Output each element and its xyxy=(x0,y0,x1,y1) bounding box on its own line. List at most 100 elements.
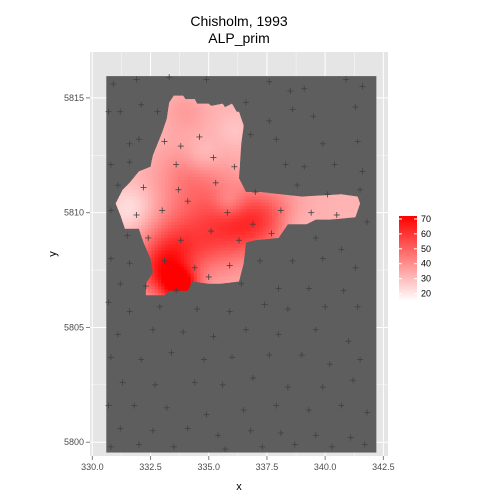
heat-cell xyxy=(148,198,153,203)
heat-cell xyxy=(180,250,185,255)
heat-cell xyxy=(216,118,221,123)
heat-cell xyxy=(177,285,182,290)
heat-cell xyxy=(161,266,166,271)
heat-cell xyxy=(187,186,192,190)
heat-cell xyxy=(161,182,166,187)
heat-cell xyxy=(167,256,172,261)
station-point xyxy=(359,83,366,90)
heat-cell xyxy=(184,266,188,271)
heat-cell xyxy=(206,221,211,226)
heat-cell xyxy=(174,263,179,267)
heat-cell xyxy=(193,234,198,239)
heat-cell xyxy=(187,166,192,171)
heat-cell xyxy=(265,195,270,200)
heat-cell xyxy=(154,250,159,255)
heat-cell xyxy=(171,160,175,165)
heat-cell xyxy=(272,192,276,197)
heat-cell xyxy=(200,256,205,261)
heat-cell xyxy=(164,269,169,274)
heat-cell xyxy=(223,105,228,110)
station-point xyxy=(266,78,273,85)
heat-cell xyxy=(167,134,172,139)
heat-cell xyxy=(210,234,214,239)
heat-cell xyxy=(216,253,221,258)
station-point xyxy=(319,140,326,147)
heat-cell xyxy=(210,131,214,136)
heat-cell xyxy=(226,237,231,242)
heat-cell xyxy=(317,211,322,216)
heat-cell xyxy=(200,237,205,242)
station-point xyxy=(149,326,156,333)
heat-cell xyxy=(200,121,205,126)
heat-cell xyxy=(164,137,169,142)
heat-cell xyxy=(213,125,218,129)
station-point xyxy=(226,262,233,269)
heat-cell xyxy=(151,269,156,274)
heat-cell xyxy=(164,195,169,200)
heat-cell xyxy=(265,231,270,235)
heat-cell xyxy=(174,134,179,139)
heat-cell xyxy=(343,211,348,216)
heat-cell xyxy=(180,134,185,139)
heat-cell xyxy=(219,231,224,235)
heat-cell xyxy=(164,141,169,145)
heat-cell xyxy=(177,227,182,232)
heat-cell xyxy=(171,153,175,158)
heat-cell xyxy=(262,211,267,216)
heat-cell xyxy=(311,198,316,203)
heat-cell xyxy=(187,253,192,258)
heat-cell xyxy=(200,141,205,145)
heat-cell xyxy=(193,272,198,277)
heat-cell xyxy=(330,211,335,216)
heat-cell xyxy=(174,176,179,181)
heat-cell xyxy=(252,231,257,235)
heat-cell xyxy=(210,231,214,235)
heat-cell xyxy=(184,285,188,290)
heat-cell xyxy=(180,266,185,271)
heat-cell xyxy=(157,176,162,181)
heat-cell xyxy=(164,118,169,123)
heat-cell xyxy=(232,115,237,120)
heat-cell xyxy=(239,237,244,242)
heat-cell xyxy=(213,105,218,110)
heat-cell xyxy=(154,237,159,242)
heat-cell xyxy=(216,263,221,267)
heat-cell xyxy=(216,231,221,235)
heat-cell xyxy=(327,205,332,210)
x-tick-label: 330.0 xyxy=(81,462,104,472)
heat-cell xyxy=(223,247,228,251)
heat-cell xyxy=(151,227,156,232)
heat-cell xyxy=(180,137,185,142)
heat-cell xyxy=(154,186,159,190)
heat-cell xyxy=(190,134,195,139)
heat-cell xyxy=(285,214,289,219)
heat-cell xyxy=(200,269,205,274)
heat-cell xyxy=(177,134,182,139)
heat-cell xyxy=(242,250,247,255)
heat-cell xyxy=(350,198,355,203)
heat-cell xyxy=(154,285,159,290)
heat-cell xyxy=(213,202,218,206)
heat-cell xyxy=(239,214,244,219)
heat-cell xyxy=(164,182,169,187)
heat-cell xyxy=(135,211,140,216)
heat-cell xyxy=(239,250,244,255)
heat-cell xyxy=(171,179,175,184)
heat-cell xyxy=(210,108,214,113)
heat-cell xyxy=(236,125,241,129)
heat-cell xyxy=(203,253,208,258)
heat-cell xyxy=(219,279,224,284)
heat-cell xyxy=(167,179,172,184)
heat-cell xyxy=(236,121,241,126)
heat-cell xyxy=(151,272,156,277)
heat-cell xyxy=(259,205,263,210)
heat-cell xyxy=(171,227,175,232)
heat-cell xyxy=(350,202,355,206)
heat-cell xyxy=(347,195,351,200)
heat-cell xyxy=(171,253,175,258)
heat-cell xyxy=(200,150,205,155)
heat-cell xyxy=(200,198,205,203)
heat-cell xyxy=(135,176,140,181)
heat-cell xyxy=(255,224,260,229)
heat-cell xyxy=(157,221,162,226)
